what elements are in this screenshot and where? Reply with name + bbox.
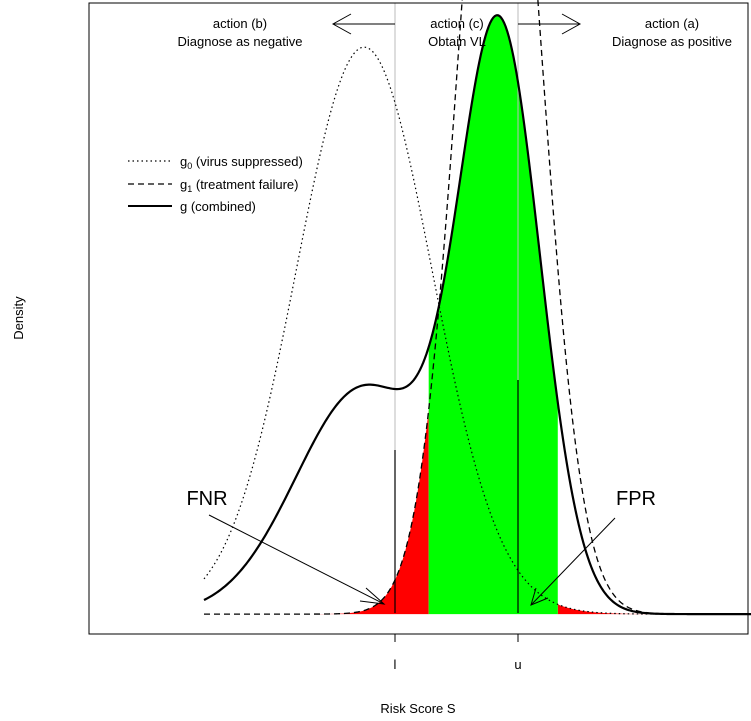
action-arrows (331, 13, 582, 35)
action-annotations: action (b) Diagnose as negative action (… (177, 16, 732, 49)
shaded-regions (204, 15, 748, 615)
action-c-desc: Obtain VL (428, 34, 486, 49)
right-arrow-head (561, 13, 582, 35)
action-a-title: action (a) (645, 16, 699, 31)
legend-g0-label: g0 (virus suppressed) (180, 154, 303, 171)
plot-frame (88, 2, 749, 635)
y-axis-label: Density (11, 296, 26, 340)
tick-label-l: l (394, 657, 397, 672)
legend-g-label: g (combined) (180, 199, 256, 214)
action-c-title: action (c) (430, 16, 483, 31)
fpr-pointer-head (530, 587, 549, 606)
left-arrow-head (331, 13, 352, 35)
x-axis-label: Risk Score S (380, 701, 455, 716)
fnr-pointer-head (359, 587, 386, 605)
legend-g1-label: g1 (treatment failure) (180, 177, 298, 194)
series-lines (203, 0, 751, 616)
series-g-line (203, 14, 751, 616)
fpr-shaded-area (557, 604, 748, 615)
fnr-pointer-line (208, 514, 385, 605)
tick-label-u: u (514, 657, 521, 672)
legend: g0 (virus suppressed) g1 (treatment fail… (128, 154, 303, 214)
series-g1-line (204, 0, 751, 615)
fpr-label: FPR (616, 488, 656, 510)
fnr-label: FNR (186, 488, 227, 510)
obtain-vl-shaded-area (428, 15, 558, 615)
x-axis: l u (394, 634, 522, 672)
action-a-desc: Diagnose as positive (612, 34, 732, 49)
fnr-shaded-area (204, 409, 429, 615)
fpr-pointer-line (530, 517, 616, 606)
action-b-desc: Diagnose as negative (177, 34, 302, 49)
action-b-title: action (b) (213, 16, 267, 31)
